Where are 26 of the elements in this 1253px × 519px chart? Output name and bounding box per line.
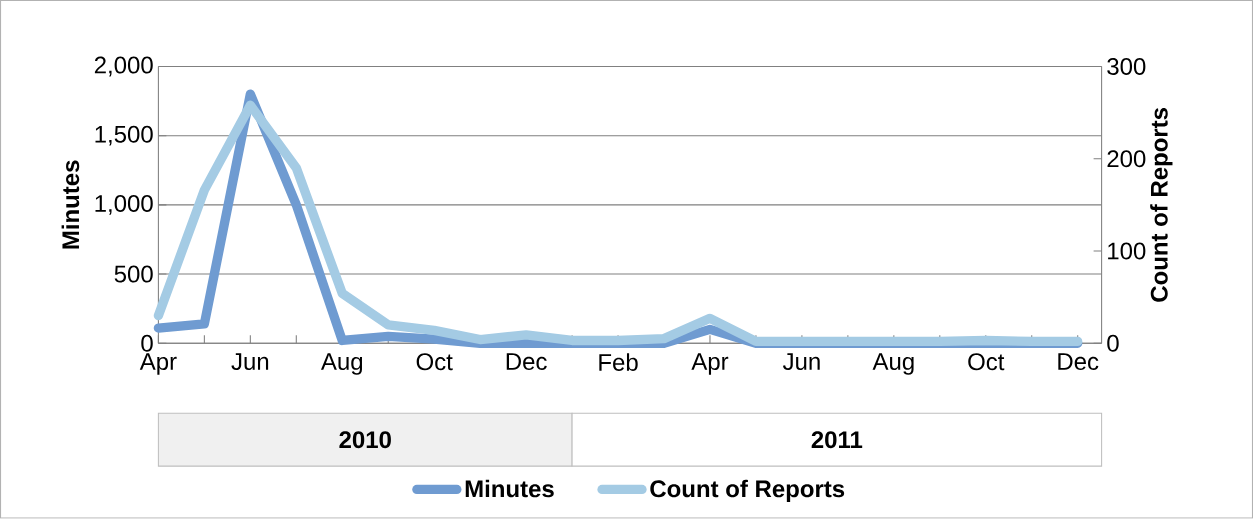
y-tick-label: 0: [141, 334, 153, 352]
legend-label: Count of Reports: [650, 479, 845, 503]
x-tick-label: Aug: [320, 353, 363, 375]
x-tick-label: Apr: [139, 353, 177, 375]
y2-tick-label: 0: [1107, 334, 1119, 352]
x-tick-label: Jun: [231, 353, 269, 371]
x-tick-label: Oct: [416, 353, 453, 371]
x-tick-label: Aug: [872, 353, 914, 375]
x-tick-label: Jun: [782, 353, 820, 371]
x-tick-label: Dec: [1058, 353, 1099, 371]
y-tick-label: 1,500: [95, 125, 153, 146]
y2-tick-label: 300: [1107, 58, 1146, 76]
y-tick-label: 500: [114, 265, 153, 283]
y-tick-label: 1,000: [95, 195, 153, 215]
y2-tick-label: 100: [1108, 242, 1146, 260]
legend-label: Minutes: [465, 479, 554, 498]
y2-axis-title: Count of Reports: [1150, 108, 1173, 302]
x-tick-label: Oct: [968, 353, 1005, 371]
y-axis-title: Minutes: [61, 160, 80, 249]
y2-tick-label: 200: [1107, 150, 1146, 168]
y-tick-label: 2,000: [94, 56, 153, 77]
text: 2010: [339, 431, 391, 449]
x-tick-label: Apr: [691, 353, 729, 375]
text: 2011: [811, 431, 863, 449]
x-tick-label: Dec: [506, 353, 547, 371]
x-tick-label: Feb: [599, 353, 638, 372]
